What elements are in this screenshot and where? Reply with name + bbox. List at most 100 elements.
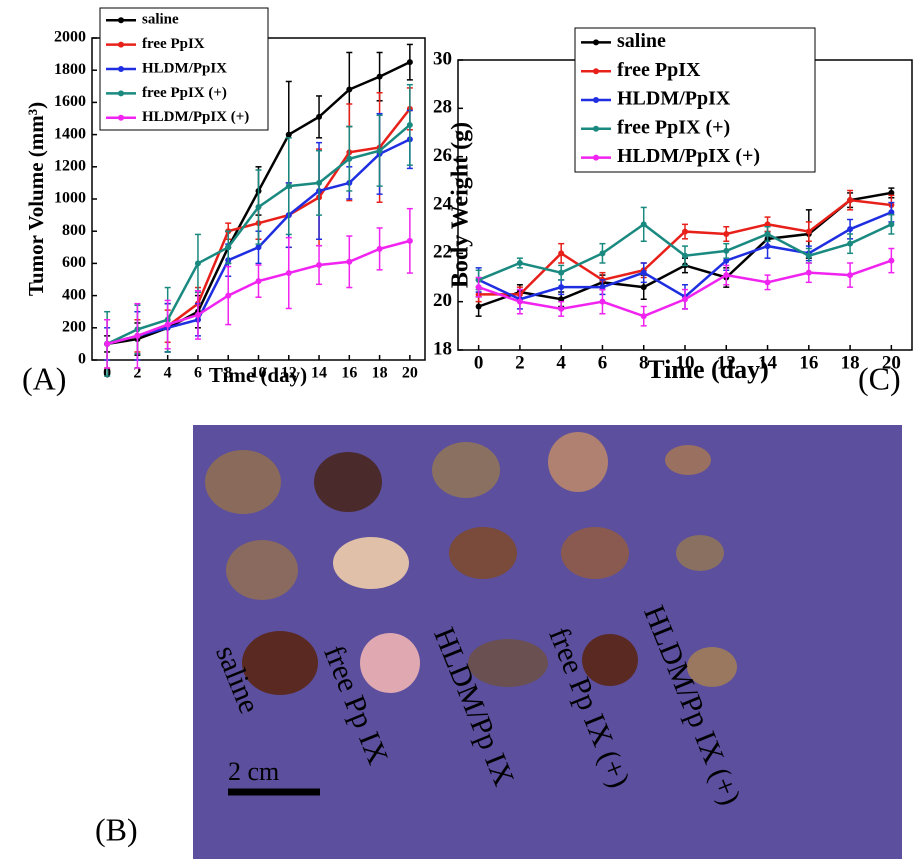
data-point (765, 243, 771, 249)
tumor (314, 452, 382, 512)
y-tick-label: 1800 (54, 61, 86, 78)
data-point (256, 278, 262, 284)
x-tick-label: 6 (194, 365, 202, 382)
legend-label: saline (617, 30, 666, 52)
legend-marker (118, 66, 124, 72)
data-point (225, 293, 231, 299)
x-tick-label: 14 (311, 365, 327, 382)
y-tick-label: 28 (433, 97, 452, 118)
y-axis-label: Tumor Volume (mm³) (24, 102, 48, 296)
x-tick-label: 20 (402, 365, 418, 382)
data-point (286, 132, 292, 138)
panel-label: (A) (22, 360, 66, 396)
legend-marker (118, 115, 124, 121)
legend-label: HLDM/PpIX (142, 60, 227, 76)
data-point (286, 183, 292, 189)
data-point (806, 253, 812, 259)
data-point (225, 244, 231, 250)
legend-marker (118, 17, 124, 23)
y-tick-label: 600 (62, 254, 86, 271)
data-point (346, 87, 352, 93)
data-point (765, 279, 771, 285)
tumor (676, 535, 724, 571)
scale-bar-label: 2 cm (228, 757, 279, 786)
data-point (682, 229, 688, 235)
tumor (226, 540, 298, 600)
y-tick-label: 800 (62, 222, 86, 239)
data-point (476, 304, 482, 310)
data-point (316, 180, 322, 186)
y-tick-label: 1200 (54, 157, 86, 174)
legend-label: free PpIX (617, 59, 701, 81)
data-point (165, 322, 171, 328)
tumor (665, 445, 711, 475)
x-axis-label: Time (day) (209, 363, 307, 387)
y-tick-label: 1000 (54, 190, 86, 207)
tumor (548, 432, 608, 492)
data-point (847, 241, 853, 247)
data-point (104, 341, 110, 347)
legend-marker (593, 68, 599, 74)
data-point (407, 238, 413, 244)
data-point (723, 248, 729, 254)
data-point (806, 229, 812, 235)
y-tick-label: 1600 (54, 93, 86, 110)
data-point (407, 59, 413, 65)
data-point (558, 250, 564, 256)
tumor (432, 442, 500, 498)
data-point (723, 272, 729, 278)
y-tick-label: 400 (62, 286, 86, 303)
panel-label: (B) (95, 811, 138, 847)
data-point (765, 231, 771, 237)
data-point (195, 312, 201, 318)
data-point (517, 260, 523, 266)
data-point (377, 246, 383, 252)
data-point (346, 259, 352, 265)
legend-label: HLDM/PpIX (617, 88, 731, 110)
y-tick-label: 200 (62, 318, 86, 335)
data-point (641, 221, 647, 227)
x-tick-label: 4 (556, 352, 566, 373)
x-tick-label: 18 (841, 352, 860, 373)
data-point (847, 272, 853, 278)
legend-label: free PpIX (+) (617, 116, 730, 138)
data-point (134, 333, 140, 339)
data-point (195, 260, 201, 266)
x-tick-label: 16 (341, 365, 357, 382)
legend-label: HLDM/PpIX (+) (617, 145, 760, 167)
data-point (517, 299, 523, 305)
data-point (256, 244, 262, 250)
data-point (888, 258, 894, 264)
data-point (682, 296, 688, 302)
data-point (599, 299, 605, 305)
legend-marker (593, 97, 599, 103)
data-point (346, 156, 352, 162)
y-tick-label: 30 (433, 48, 452, 69)
tumor (449, 527, 517, 579)
legend-label: free PpIX (142, 36, 205, 52)
y-tick-label: 18 (433, 338, 452, 359)
data-point (806, 270, 812, 276)
tumor (205, 450, 281, 514)
data-point (377, 148, 383, 154)
x-tick-label: 16 (799, 352, 818, 373)
tumor (360, 633, 420, 693)
legend-label: free PpIX (+) (142, 85, 227, 101)
x-tick-label: 6 (598, 352, 608, 373)
data-point (558, 306, 564, 312)
data-point (377, 74, 383, 80)
data-point (641, 313, 647, 319)
data-point (316, 262, 322, 268)
data-point (286, 270, 292, 276)
y-tick-label: 1400 (54, 125, 86, 142)
data-point (847, 197, 853, 203)
data-point (641, 284, 647, 290)
data-point (888, 221, 894, 227)
data-point (599, 250, 605, 256)
data-point (316, 114, 322, 120)
tumor (561, 527, 629, 579)
x-axis-label: Time (day) (647, 355, 769, 384)
y-tick-label: 0 (78, 351, 86, 368)
data-point (558, 270, 564, 276)
x-tick-label: 4 (164, 365, 172, 382)
